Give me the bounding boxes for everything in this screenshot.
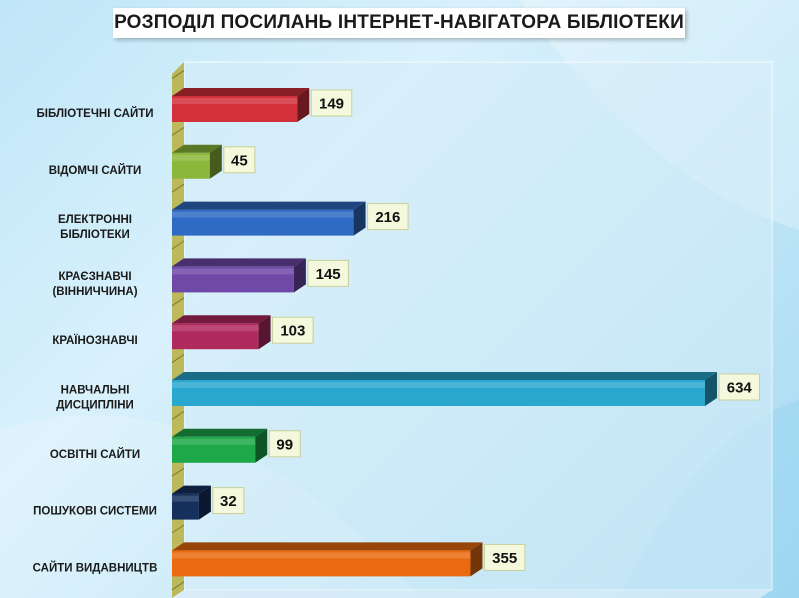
plot-area: [172, 61, 773, 598]
category-label: КРАЄЗНАВЧІ: [58, 271, 131, 283]
plot-floor: [172, 590, 772, 598]
axis-tick: [171, 126, 185, 136]
axis-ticks: [171, 70, 185, 591]
bar-end: [353, 201, 366, 236]
value-label: 45: [231, 152, 248, 169]
bar-top: [172, 201, 366, 210]
value-label-box: [483, 543, 526, 571]
value-label-box: [310, 89, 353, 117]
bar-highlight: [172, 438, 256, 445]
value-label-box: [307, 259, 349, 287]
bar-top: [172, 372, 717, 380]
bar: [172, 542, 483, 577]
value-label-box: [223, 146, 256, 174]
value-label: 32: [220, 493, 237, 510]
axis-tick: [171, 467, 185, 477]
bar: [172, 428, 268, 463]
category-label: ПОШУКОВІ СИСТЕМИ: [33, 506, 157, 518]
category-label: ДИСЦИПЛІНИ: [56, 400, 134, 412]
axis-tick: [171, 354, 185, 364]
category-label: НАВЧАЛЬНІ: [61, 385, 130, 397]
bar-end: [293, 258, 306, 293]
bar-highlight: [172, 268, 294, 275]
axis-tick: [171, 297, 185, 307]
bar-top: [172, 428, 268, 437]
bar-top: [172, 144, 222, 153]
bar-top: [172, 88, 310, 96]
axis-tick: [171, 581, 185, 591]
category-labels: БІБЛІОТЕЧНІ САЙТИ ВІДОМЧІ САЙТИ ЕЛЕКТРОННІ…: [33, 107, 158, 574]
axis-tick: [171, 183, 185, 193]
category-label: БІБЛІОТЕЧНІ САЙТИ: [37, 107, 154, 120]
bar-end: [470, 542, 483, 577]
bar-highlight: [172, 552, 471, 559]
bar-highlight: [172, 154, 210, 161]
category-label: КРАЇНОЗНАВЧІ: [52, 334, 137, 347]
bar-highlight: [172, 325, 259, 332]
bar: [172, 144, 222, 179]
bar-highlight: [172, 495, 199, 502]
value-label: 145: [316, 266, 341, 283]
bar: [172, 372, 717, 406]
bar-end: [705, 372, 717, 406]
bar-end: [209, 144, 222, 179]
axis-tick: [171, 70, 185, 80]
axis-tick: [171, 410, 185, 420]
bar-top: [172, 542, 483, 551]
bar: [172, 88, 310, 122]
bar-end: [297, 88, 310, 122]
category-label: ЕЛЕКТРОННІ: [58, 214, 132, 226]
bar: [172, 485, 211, 520]
bar-end: [198, 485, 211, 520]
category-label: ОСВІТНІ САЙТИ: [50, 448, 140, 461]
value-label: 355: [492, 550, 517, 567]
value-label-box: [212, 487, 245, 515]
category-label: (ВІННИЧЧИНА): [52, 286, 137, 298]
value-label: 216: [375, 209, 400, 226]
value-labels: 149 45 216 145 103 634 99 32 355: [212, 89, 760, 571]
value-label: 634: [727, 380, 753, 397]
bar-highlight: [172, 382, 705, 388]
chart-title: РОЗПОДІЛ ПОСИЛАНЬ ІНТЕРНЕТ-НАВІГАТОРА БІ…: [114, 12, 684, 33]
chart-title-box: РОЗПОДІЛ ПОСИЛАНЬ ІНТЕРНЕТ-НАВІГАТОРА БІ…: [113, 8, 685, 38]
bar: [172, 258, 306, 293]
category-label: САЙТИ ВИДАВНИЦТВ: [33, 561, 158, 574]
value-label-box: [718, 373, 760, 401]
bar-top: [172, 485, 211, 494]
axis-tick: [171, 240, 185, 250]
bars: [172, 88, 717, 577]
bar-end: [255, 428, 268, 463]
bar-end: [258, 315, 271, 350]
value-label: 149: [319, 96, 344, 113]
bar-top: [172, 315, 271, 324]
axis-tick: [171, 524, 185, 534]
value-label-box: [272, 316, 314, 344]
value-label: 103: [280, 323, 305, 340]
bar-highlight: [172, 98, 298, 104]
value-label-box: [367, 203, 409, 231]
bar: [172, 315, 271, 350]
category-label: БІБЛІОТЕКИ: [60, 229, 130, 241]
category-label: ВІДОМЧІ САЙТИ: [49, 164, 142, 177]
bar-top: [172, 258, 306, 267]
bar-highlight: [172, 211, 354, 218]
value-label: 99: [276, 436, 293, 453]
value-label-box: [268, 430, 301, 458]
bar: [172, 201, 366, 236]
